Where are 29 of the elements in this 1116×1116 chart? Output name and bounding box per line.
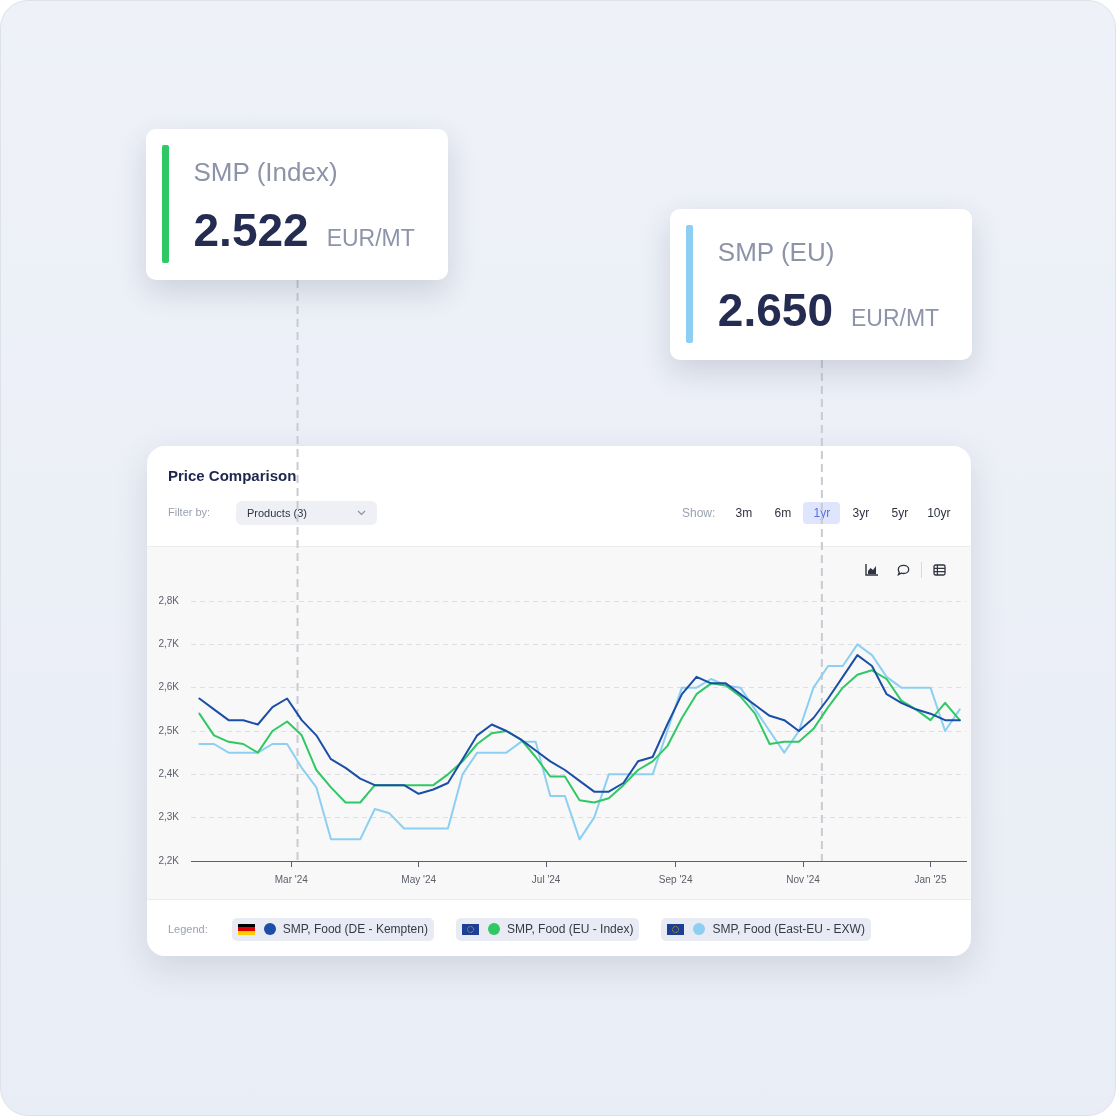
button[interactable]: 5yr — [881, 502, 919, 524]
dropdown[interactable]: Products (3) — [236, 501, 377, 525]
y-tick-label: 2,3K — [158, 811, 180, 823]
legend-label: SMP, Food (East-EU - EXW) — [712, 922, 865, 936]
text: Filter by: — [168, 506, 211, 518]
button[interactable]: 3m — [725, 502, 763, 524]
y-tick-label: 2,4K — [158, 768, 180, 780]
x-tick-label: May '24 — [401, 873, 437, 885]
y-tick-label: 2,6K — [158, 681, 180, 693]
x-tick-label: Mar '24 — [274, 873, 309, 885]
x-tick-label: Jan '25 — [914, 873, 947, 885]
legend-title: Legend: — [168, 923, 208, 935]
y-tick-label: 2,5K — [158, 724, 180, 736]
y-tick-label: 2,7K — [158, 638, 180, 650]
ref-line-label: SMP (Index) 2.522 EUR/MT — [193, 157, 415, 257]
ref-line-label: SMP (EU) 2.650 EUR/MT — [717, 237, 940, 337]
y-tick-label: 2,8K — [158, 594, 180, 606]
legend-label: SMP, Food (DE - Kempten) — [282, 922, 428, 936]
button[interactable]: 6m — [764, 502, 802, 524]
x-tick-label: Nov '24 — [786, 873, 821, 885]
chart-title: Price Comparison — [168, 467, 297, 484]
button[interactable]: 1yr — [803, 502, 841, 524]
x-tick-label: Sep '24 — [658, 873, 693, 885]
button[interactable]: 3yr — [842, 502, 880, 524]
legend-label: SMP, Food (EU - Index) — [506, 922, 634, 936]
button[interactable]: 10yr — [920, 502, 958, 524]
text: Show: — [682, 506, 716, 520]
y-tick-label: 2,2K — [158, 854, 180, 866]
x-tick-label: Jul '24 — [531, 873, 561, 885]
